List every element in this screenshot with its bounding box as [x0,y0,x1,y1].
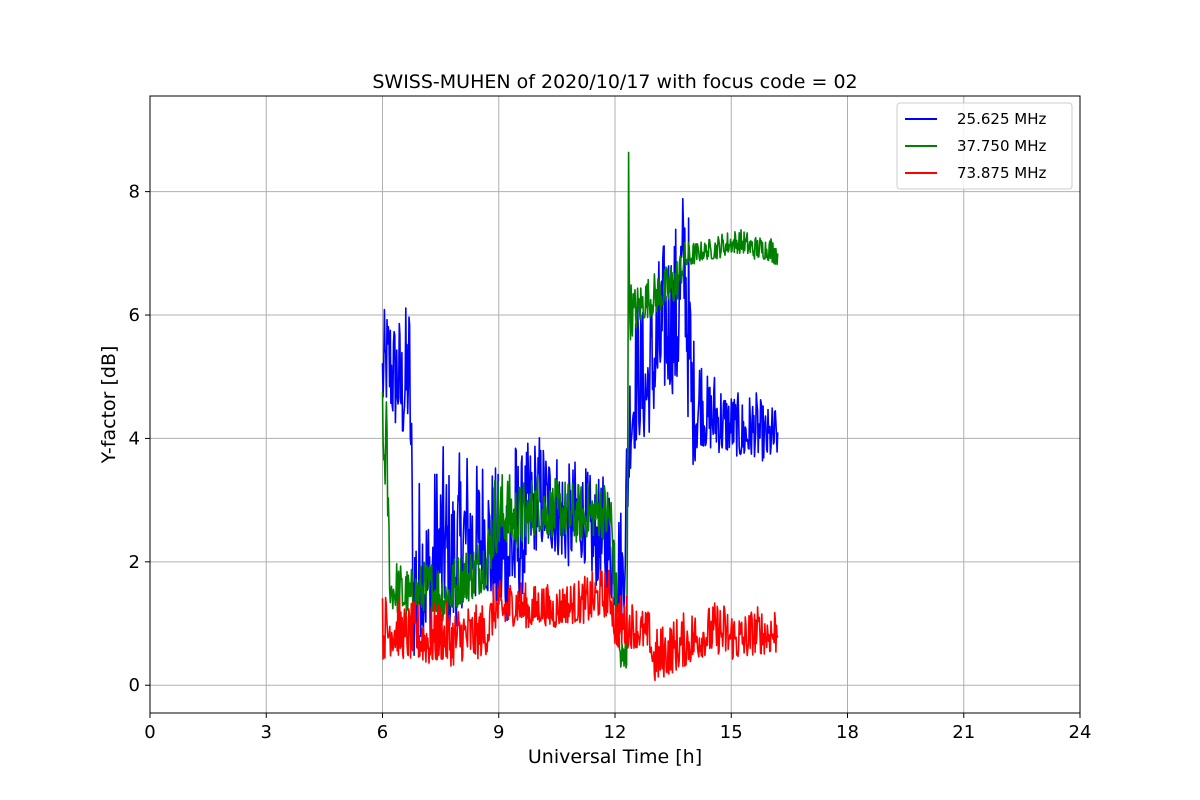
y-tick-label: 2 [129,552,140,573]
y-tick-label: 6 [129,305,140,326]
y-tick-label: 4 [129,428,140,449]
legend-label: 73.875 MHz [957,164,1046,182]
legend: 25.625 MHz 37.750 MHz 73.875 MHz [896,102,1073,190]
plot-area [381,151,779,682]
x-tick-label: 6 [377,722,388,743]
legend-box [896,102,1073,190]
x-tick-label: 18 [836,722,859,743]
x-tick-label: 12 [604,722,627,743]
series-line-73-875-MHz [381,569,779,682]
chart-title: SWISS-MUHEN of 2020/10/17 with focus cod… [372,71,857,93]
x-tick-label: 3 [261,722,272,743]
x-tick-label: 9 [493,722,504,743]
x-tick-label: 15 [720,722,743,743]
series-line-37-750-MHz [381,151,779,669]
legend-label: 37.750 MHz [957,137,1046,155]
legend-label: 25.625 MHz [957,110,1046,128]
y-tick-label: 8 [129,182,140,203]
x-axis-label: Universal Time [h] [528,746,702,768]
y-axis-label: Y-factor [dB] [98,346,120,465]
x-tick-label: 0 [144,722,155,743]
series-line-25-625-MHz [381,197,779,657]
y-tick-label: 0 [129,675,140,696]
x-tick-label: 21 [952,722,975,743]
x-tick-label: 24 [1069,722,1092,743]
